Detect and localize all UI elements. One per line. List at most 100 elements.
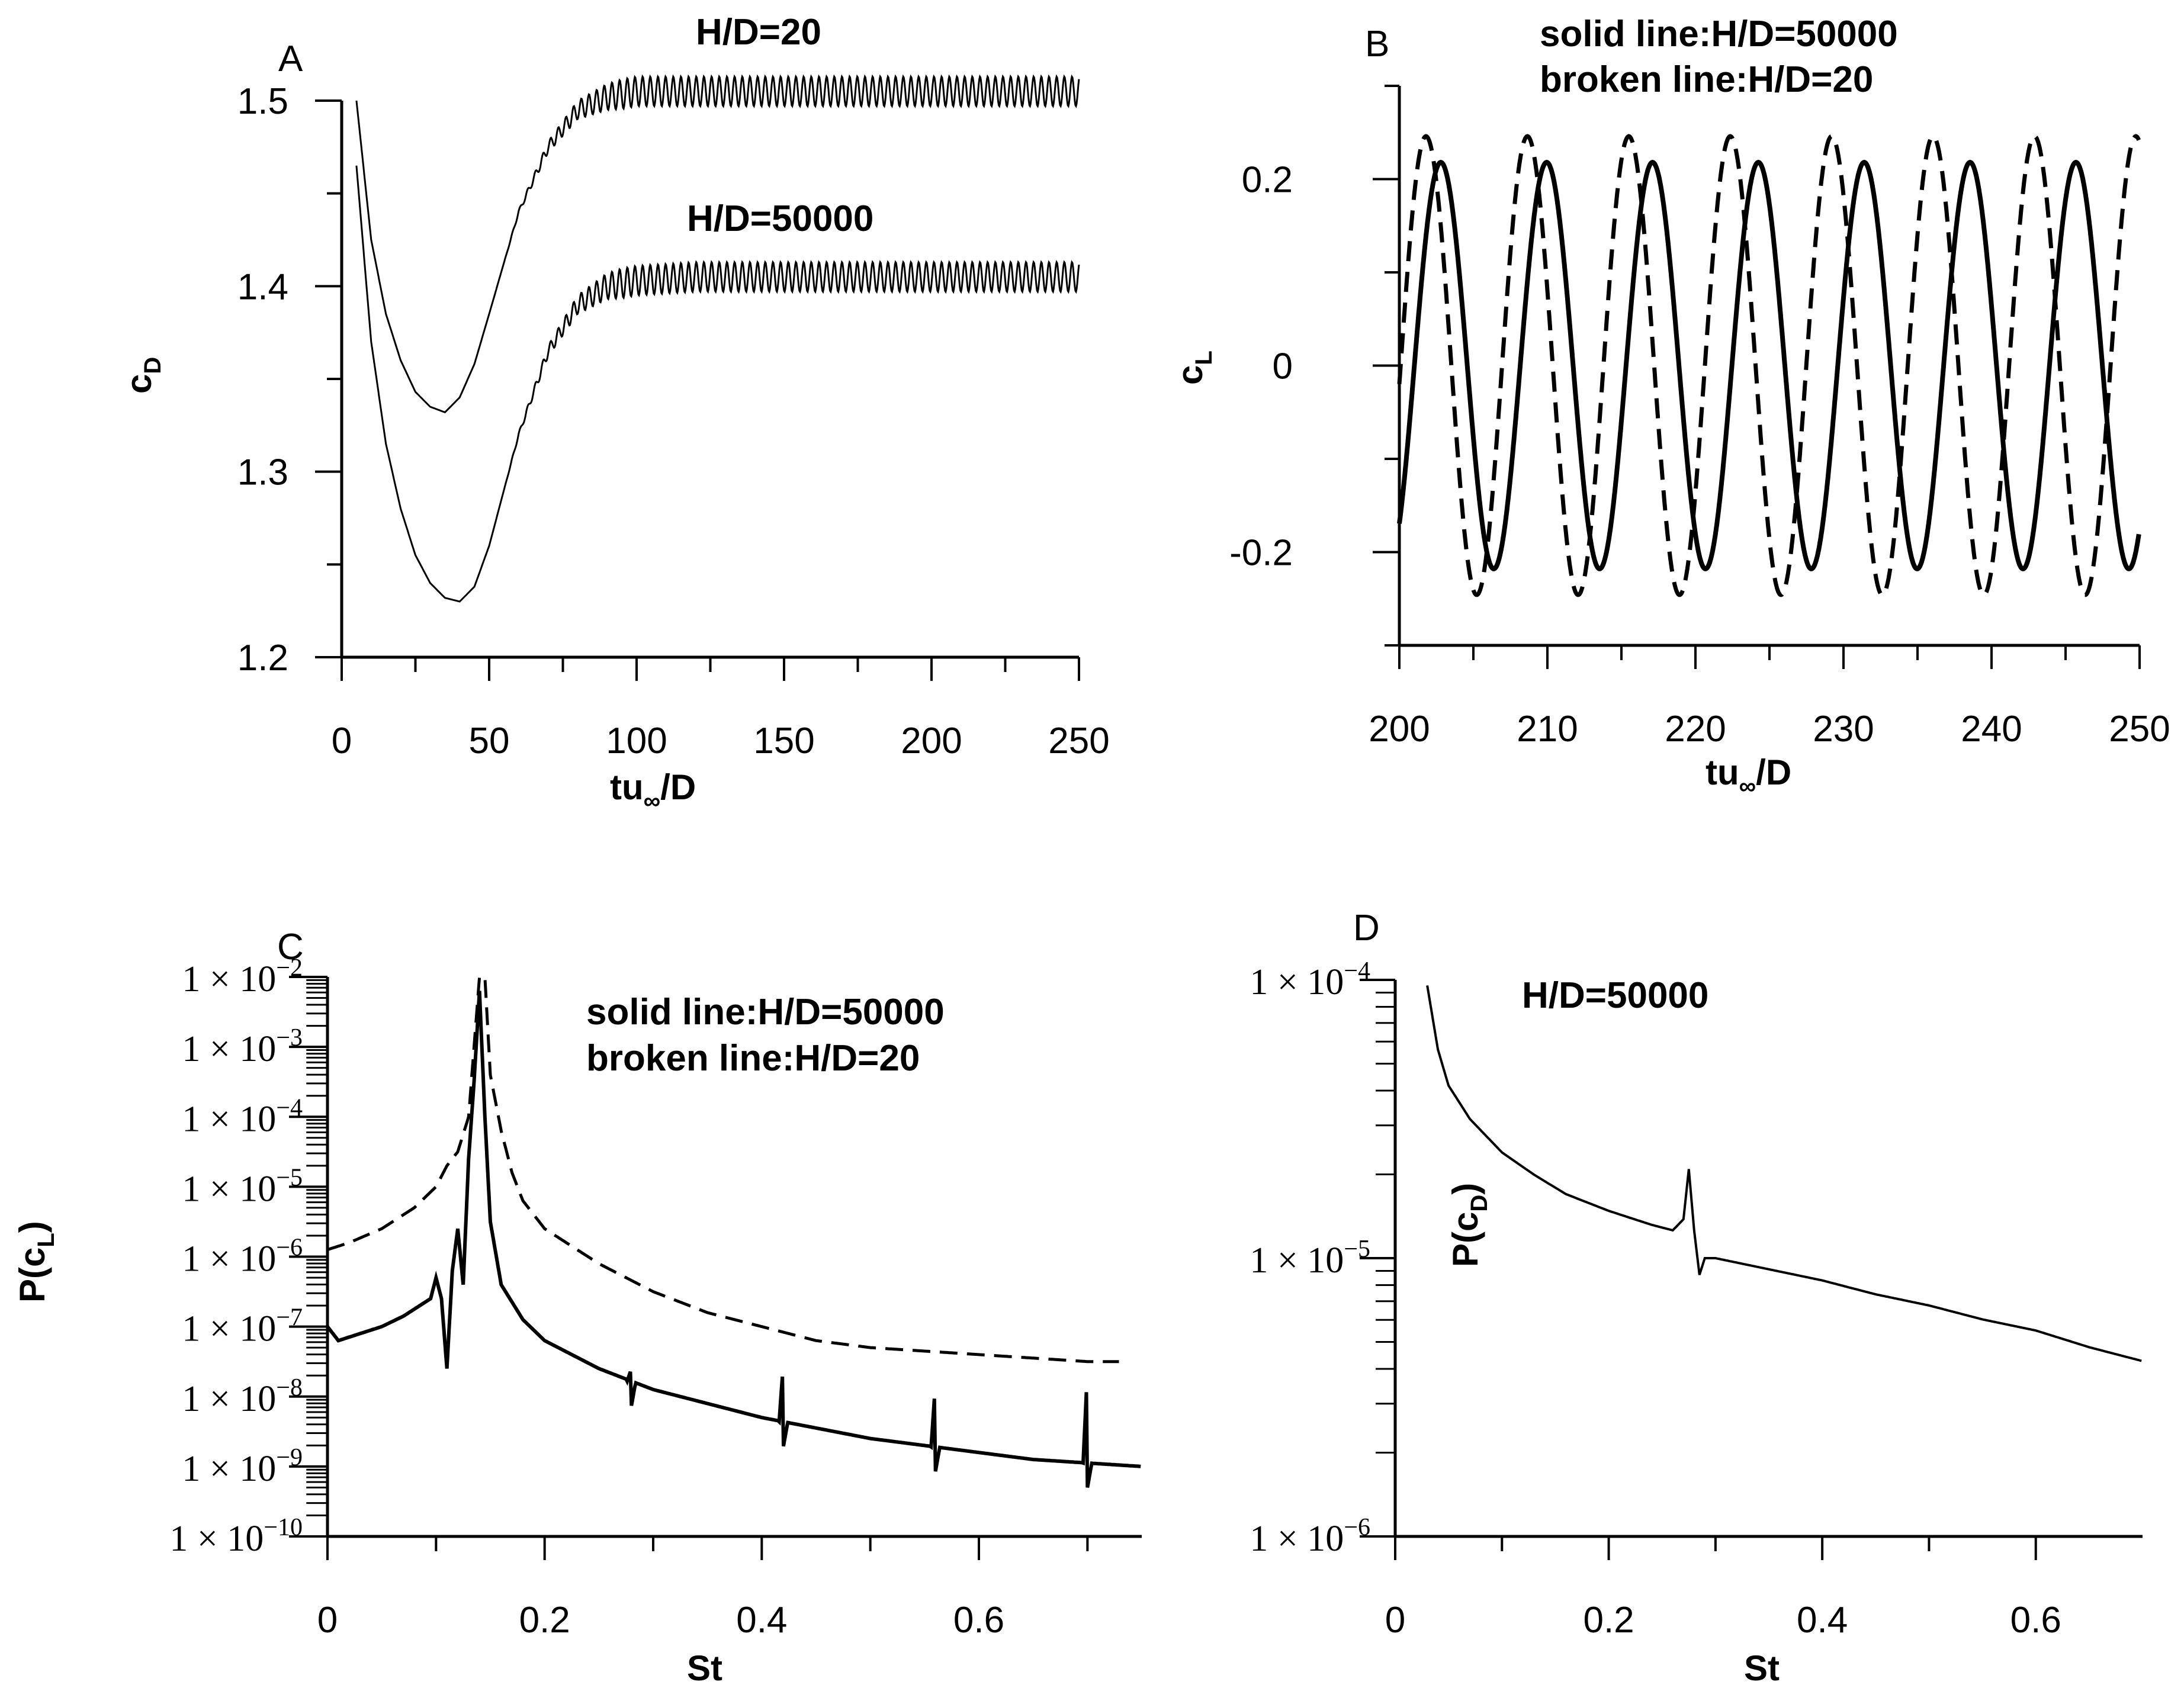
x-tick-label: 240 xyxy=(1961,709,2022,750)
panel-d: D 0 0.2 0.4 0.61 × 10−41 × 10−51 × 10−6 H/D… xyxy=(1250,908,2143,1688)
panel-d-y-label: P(cD) xyxy=(1446,1183,1492,1267)
x-tick-label: 0 xyxy=(332,721,352,761)
panel-d-annotation: H/D=50000 xyxy=(1522,975,1708,1016)
panel-b-lines xyxy=(1397,134,2141,597)
panel-b-y-label-main: c xyxy=(1170,365,1210,385)
y-tick-label: -0.2 xyxy=(1229,533,1293,574)
x-tick-label: 150 xyxy=(753,721,814,761)
y-tick-mantissa: 1 × 10 xyxy=(182,1449,276,1489)
panel-a-y-label: cD xyxy=(119,357,166,394)
y-tick-mantissa: 1 × 10 xyxy=(169,1519,264,1559)
panel-d-x-label: St xyxy=(1744,1648,1780,1688)
y-tick-exponent: −4 xyxy=(276,1094,303,1121)
panel-a-x-label-sub: ∞ xyxy=(644,788,661,814)
series-line-hd20 xyxy=(355,74,1080,414)
y-tick-label: 1.4 xyxy=(237,266,288,307)
y-tick-label: 1 × 10−7 xyxy=(182,1304,303,1349)
series-line-hd50000 xyxy=(355,165,1080,603)
x-tick-label: 200 xyxy=(901,721,962,761)
panel-c-y-label-main: P(c xyxy=(12,1247,52,1303)
x-tick-label: 220 xyxy=(1665,709,1726,750)
panel-c-y-label: P(cL) xyxy=(12,1221,59,1303)
panel-d-letter: D xyxy=(1353,908,1380,949)
y-tick-mantissa: 1 × 10 xyxy=(182,1379,276,1419)
series-line-hd50000 xyxy=(1397,159,2141,571)
x-tick-label: 200 xyxy=(1369,709,1430,750)
y-tick-exponent: −6 xyxy=(1344,1514,1370,1541)
panel-a-annotation-hd20: H/D=20 xyxy=(696,12,821,53)
panel-a-annotation-hd50000: H/D=50000 xyxy=(687,198,873,239)
y-tick-label: 1 × 10−6 xyxy=(1250,1514,1370,1559)
series-line-hd50000 xyxy=(1426,985,2142,1362)
y-tick-mantissa: 1 × 10 xyxy=(182,1309,276,1349)
y-tick-label: 0 xyxy=(1273,346,1293,387)
panel-b: B 200 210 220 230 240 250 -0.2 0 0.2 solid line:… xyxy=(1170,14,2170,799)
series-line-hd20 xyxy=(327,975,1119,1364)
panel-c-letter: C xyxy=(277,927,304,967)
y-tick-label: 1 × 10−5 xyxy=(1250,1236,1370,1281)
panel-c-x-label: St xyxy=(687,1648,722,1688)
x-tick-label: 0 xyxy=(317,1600,338,1641)
panel-a-lines xyxy=(355,74,1080,603)
panel-b-y-label-sub: L xyxy=(1191,351,1217,365)
panel-b-y-label: cL xyxy=(1170,351,1217,385)
panel-b-annotation-broken: broken line:H/D=20 xyxy=(1540,59,1873,100)
panel-b-x-label-main: tu xyxy=(1706,753,1739,792)
x-tick-label: 100 xyxy=(606,721,667,761)
x-tick-label: 0.2 xyxy=(1583,1600,1634,1641)
panel-b-x-label-suffix: /D xyxy=(1756,753,1791,792)
panel-c-y-label-sub: L xyxy=(33,1233,59,1247)
panel-a-axes xyxy=(340,101,1079,659)
panel-d-ticks xyxy=(1360,979,2037,1560)
panel-b-letter: B xyxy=(1365,24,1389,65)
panel-d-lines xyxy=(1426,985,2142,1362)
x-tick-label: 0 xyxy=(1385,1600,1405,1641)
x-tick-label: 0.2 xyxy=(519,1600,570,1641)
y-tick-exponent: −4 xyxy=(1344,957,1370,985)
x-tick-label: 0.4 xyxy=(1797,1600,1848,1641)
x-tick-label: 230 xyxy=(1813,709,1874,750)
panel-a-y-label-main: c xyxy=(119,374,159,394)
x-tick-label: 210 xyxy=(1517,709,1578,750)
y-tick-exponent: −8 xyxy=(276,1374,303,1401)
y-tick-exponent: −5 xyxy=(276,1164,303,1191)
y-tick-label: 1 × 10−3 xyxy=(182,1024,303,1069)
panel-c-annotation-solid: solid line:H/D=50000 xyxy=(586,992,945,1033)
y-tick-label: 1.3 xyxy=(237,452,288,493)
panel-a-x-label-main: tu xyxy=(610,767,644,807)
y-tick-label: 1 × 10−4 xyxy=(182,1094,303,1139)
panel-c-tick-labels: 0 0.2 0.4 0.61 × 10−21 × 10−31 × 10−41 × 10… xyxy=(169,954,1004,1641)
x-tick-label: 250 xyxy=(2109,709,2170,750)
y-tick-mantissa: 1 × 10 xyxy=(182,1029,276,1069)
panel-c: C 0 0.2 0.4 0.61 × 10−21 × 10−31 × 10−41 × … xyxy=(12,927,1142,1688)
y-tick-label: 1.2 xyxy=(237,638,288,679)
panel-b-ticks xyxy=(1373,85,2141,669)
panel-d-axes xyxy=(1393,980,2143,1538)
y-tick-mantissa: 1 × 10 xyxy=(1250,1240,1344,1281)
panel-a-letter: A xyxy=(278,38,303,79)
y-tick-mantissa: 1 × 10 xyxy=(182,1099,276,1139)
x-tick-label: 0.6 xyxy=(953,1600,1004,1641)
panel-c-ticks xyxy=(289,976,1089,1560)
panel-a: A 0 50 100 150 200 250 1.2 1.3 1.4 1.5 H/D=20 H/D… xyxy=(119,12,1110,814)
panel-b-tick-labels: 200 210 220 230 240 250 -0.2 0 0.2 xyxy=(1229,160,2170,750)
y-tick-label: 1.5 xyxy=(237,81,288,122)
series-line-hd20 xyxy=(1397,134,2141,597)
y-tick-exponent: −9 xyxy=(276,1444,303,1471)
y-tick-exponent: −6 xyxy=(276,1234,303,1262)
panel-d-y-label-sub: D xyxy=(1466,1195,1492,1212)
panel-a-y-label-sub: D xyxy=(140,357,166,374)
y-tick-label: 1 × 10−9 xyxy=(182,1444,303,1489)
panel-a-x-label-suffix: /D xyxy=(660,767,696,807)
panel-d-tick-labels: 0 0.2 0.4 0.61 × 10−41 × 10−51 × 10−6 xyxy=(1250,957,2061,1641)
y-tick-exponent: −3 xyxy=(276,1024,303,1052)
y-tick-label: 1 × 10−5 xyxy=(182,1164,303,1209)
y-tick-mantissa: 1 × 10 xyxy=(1250,1519,1344,1559)
panel-b-x-label-sub: ∞ xyxy=(1739,773,1756,799)
y-tick-mantissa: 1 × 10 xyxy=(182,1169,276,1209)
y-tick-mantissa: 1 × 10 xyxy=(182,1239,276,1279)
x-tick-label: 0.6 xyxy=(2010,1600,2061,1641)
series-line-hd50000 xyxy=(326,991,1141,1488)
y-tick-label: 1 × 10−2 xyxy=(182,954,303,999)
